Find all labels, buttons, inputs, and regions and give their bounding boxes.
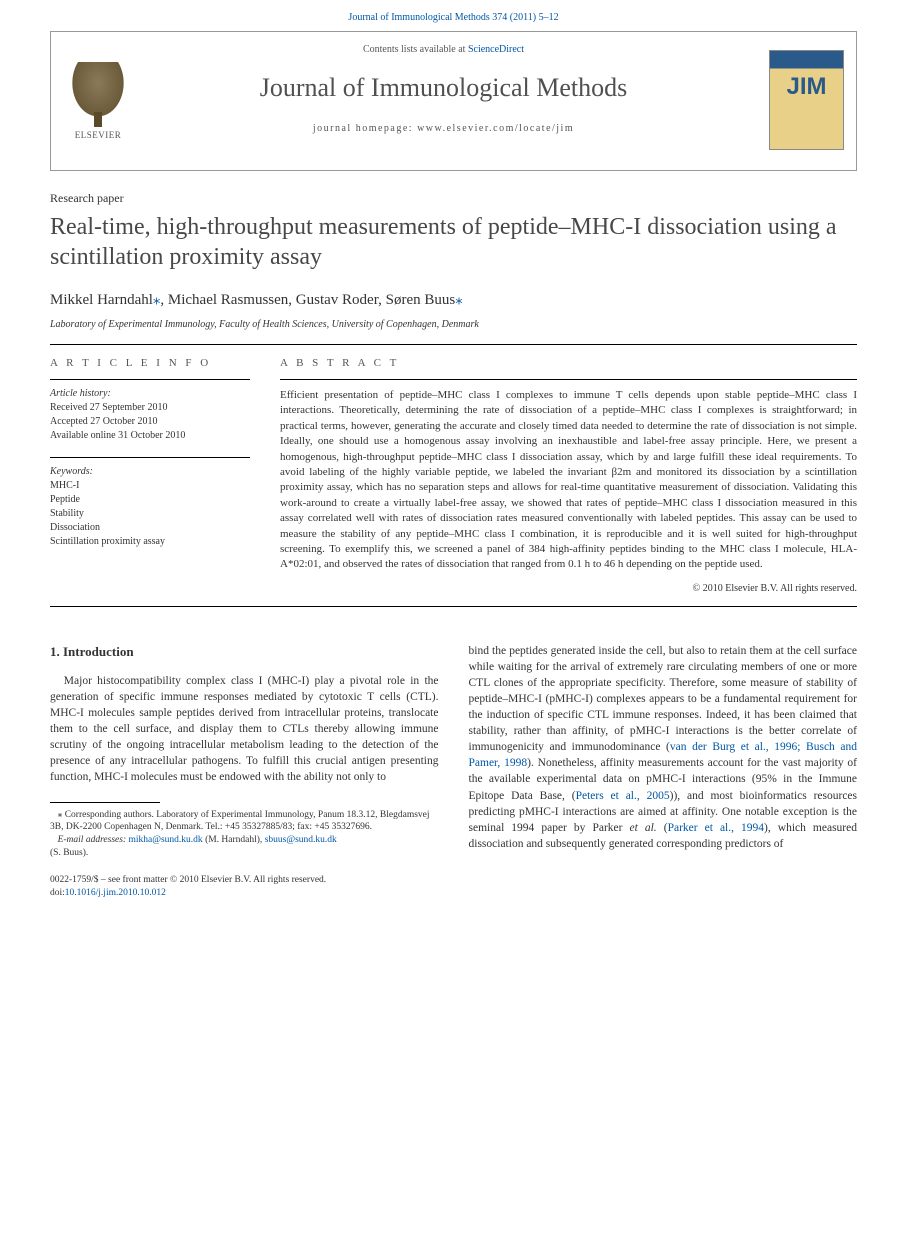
contents-line: Contents lists available at ScienceDirec… <box>151 44 736 55</box>
body-text: bind the peptides generated inside the c… <box>469 645 858 754</box>
journal-citation-header: Journal of Immunological Methods 374 (20… <box>0 0 907 31</box>
front-matter-line: 0022-1759/$ – see front matter © 2010 El… <box>50 874 439 887</box>
keyword: Peptide <box>50 493 250 507</box>
homepage-line: journal homepage: www.elsevier.com/locat… <box>151 123 736 134</box>
history-line: Available online 31 October 2010 <box>50 429 250 443</box>
author-list: Mikkel Harndahl⁎, Michael Rasmussen, Gus… <box>50 290 857 309</box>
history-line: Received 27 September 2010 <box>50 401 250 415</box>
email-link[interactable]: mikha@sund.ku.dk <box>128 835 202 845</box>
elsevier-label: ELSEVIER <box>75 130 122 140</box>
affiliation: Laboratory of Experimental Immunology, F… <box>50 319 857 330</box>
body-text: et al. <box>630 822 657 834</box>
author: Mikkel Harndahl <box>50 292 153 308</box>
keywords-section: Keywords: MHC-I Peptide Stability Dissoc… <box>50 457 250 549</box>
keyword: Scintillation proximity assay <box>50 535 250 549</box>
body-paragraph: bind the peptides generated inside the c… <box>469 643 858 852</box>
article-info-heading: A R T I C L E I N F O <box>50 357 250 369</box>
author: Søren Buus <box>386 292 456 308</box>
body-col-right: bind the peptides generated inside the c… <box>469 643 858 900</box>
body-col-left: 1. Introduction Major histocompatibility… <box>50 643 439 900</box>
body-paragraph: Major histocompatibility complex class I… <box>50 673 439 786</box>
abstract-body: Efficient presentation of peptide–MHC cl… <box>280 379 857 573</box>
email-footnote: E-mail addresses: mikha@sund.ku.dk (M. H… <box>50 834 439 860</box>
body-columns: 1. Introduction Major histocompatibility… <box>50 643 857 900</box>
header-center: Contents lists available at ScienceDirec… <box>151 44 736 134</box>
author: Gustav Roder <box>296 292 378 308</box>
article-info-column: A R T I C L E I N F O Article history: R… <box>50 357 250 594</box>
divider <box>50 606 857 607</box>
corresponding-star-icon[interactable]: ⁎ <box>455 292 463 308</box>
citation-link[interactable]: Parker et al., 1994 <box>668 822 764 834</box>
citation-link[interactable]: Peters et al., 2005 <box>576 790 670 802</box>
history-line: Accepted 27 October 2010 <box>50 415 250 429</box>
body-text: ( <box>657 822 668 834</box>
contents-prefix: Contents lists available at <box>363 44 468 55</box>
doi-link[interactable]: 10.1016/j.jim.2010.10.012 <box>65 888 166 898</box>
email-label: E-mail addresses: <box>58 835 129 845</box>
article-history-section: Article history: Received 27 September 2… <box>50 379 250 443</box>
abstract-heading: A B S T R A C T <box>280 357 857 369</box>
doi-block: 0022-1759/$ – see front matter © 2010 El… <box>50 874 439 900</box>
email-link[interactable]: sbuus@sund.ku.dk <box>265 835 337 845</box>
email-who: (M. Harndahl), <box>203 835 265 845</box>
keyword: Dissociation <box>50 521 250 535</box>
author: Michael Rasmussen <box>168 292 288 308</box>
footnote-separator <box>50 802 160 803</box>
corresponding-star-icon[interactable]: ⁎ <box>153 292 161 308</box>
doi-prefix: doi: <box>50 888 65 898</box>
abstract-column: A B S T R A C T Efficient presentation o… <box>280 357 857 594</box>
abstract-copyright: © 2010 Elsevier B.V. All rights reserved… <box>280 583 857 594</box>
journal-cover-thumb: JIM <box>769 50 844 150</box>
paper-type: Research paper <box>50 191 857 206</box>
paper-title: Real-time, high-throughput measurements … <box>50 212 857 272</box>
cover-abbrev: JIM <box>786 73 826 101</box>
journal-citation-link[interactable]: Journal of Immunological Methods 374 (20… <box>348 12 558 23</box>
history-label: Article history: <box>50 388 250 399</box>
elsevier-tree-icon <box>68 62 128 122</box>
sciencedirect-link[interactable]: ScienceDirect <box>468 44 524 55</box>
email-who: (S. Buus). <box>50 848 88 858</box>
elsevier-logo: ELSEVIER <box>63 62 133 142</box>
corresponding-footnote: ⁎ Corresponding authors. Laboratory of E… <box>50 809 439 835</box>
section-heading: 1. Introduction <box>50 643 439 661</box>
keyword: Stability <box>50 507 250 521</box>
homepage-prefix: journal homepage: <box>313 123 417 134</box>
journal-header-box: ELSEVIER Contents lists available at Sci… <box>50 31 857 171</box>
homepage-url[interactable]: www.elsevier.com/locate/jim <box>417 123 574 134</box>
keyword: MHC-I <box>50 479 250 493</box>
divider <box>50 344 857 345</box>
journal-name: Journal of Immunological Methods <box>151 73 736 103</box>
keywords-label: Keywords: <box>50 466 250 477</box>
